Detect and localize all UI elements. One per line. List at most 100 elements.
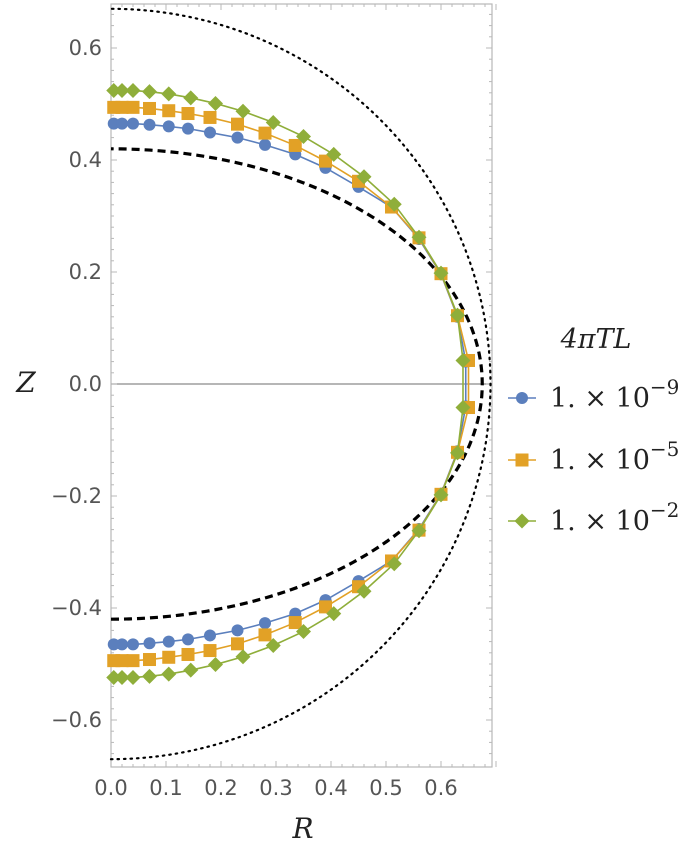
data-point <box>106 669 122 685</box>
data-point <box>162 635 175 648</box>
data-point <box>258 126 272 140</box>
data-point <box>259 617 271 630</box>
data-point <box>450 307 465 323</box>
legend-marker <box>516 392 528 404</box>
data-point <box>231 131 244 144</box>
data-point <box>259 138 271 151</box>
data-point <box>126 100 140 114</box>
data-point <box>127 117 139 130</box>
data-point <box>433 487 449 503</box>
data-point <box>183 662 199 678</box>
data-point <box>319 600 332 614</box>
legend-entry: 1. × 10−5 <box>508 437 679 476</box>
dashed-reference-curve <box>110 147 484 621</box>
data-point <box>288 616 302 630</box>
data-point <box>181 647 195 661</box>
data-point <box>162 650 176 664</box>
data-point <box>455 400 471 416</box>
y-tick-label: −0.2 <box>51 484 102 508</box>
data-point <box>116 638 128 651</box>
data-point <box>125 83 141 99</box>
data-point <box>231 624 244 637</box>
legend-marker <box>515 453 529 467</box>
legend-exponent: −5 <box>650 437 679 461</box>
data-point <box>115 100 129 114</box>
data-point <box>162 104 176 118</box>
x-axis-title: R <box>291 812 313 845</box>
series-line <box>113 106 470 662</box>
data-point <box>143 101 156 115</box>
data-point <box>235 103 251 119</box>
data-point <box>265 114 281 130</box>
legend-entry: 1. × 10−2 <box>508 498 679 537</box>
data-point <box>182 122 194 135</box>
data-point <box>107 117 120 130</box>
data-point <box>161 86 177 102</box>
data-point <box>356 169 372 185</box>
data-point <box>143 637 156 650</box>
data-point <box>208 657 223 673</box>
series-3 <box>106 83 471 685</box>
data-point <box>386 556 402 572</box>
data-point <box>296 128 311 144</box>
series-layer <box>106 83 475 685</box>
legend-title: 4πTL <box>560 324 632 355</box>
legend-label: 1. × 10−2 <box>550 498 679 537</box>
data-point <box>126 654 140 668</box>
dotted-reference-curve <box>109 7 492 761</box>
x-tick-label: 0.5 <box>369 776 402 800</box>
data-point <box>125 669 141 685</box>
data-point <box>107 654 121 668</box>
data-point <box>107 638 120 651</box>
data-point <box>127 638 139 651</box>
data-point <box>204 629 216 642</box>
data-point <box>182 633 194 646</box>
data-point <box>319 154 332 168</box>
legend-label: 1. × 10−5 <box>550 437 679 476</box>
data-point <box>204 126 216 139</box>
data-point <box>265 638 281 654</box>
y-tick-label: 0.6 <box>69 36 102 60</box>
y-tick-label: 0.2 <box>69 260 102 284</box>
y-tick-label: −0.4 <box>51 596 102 620</box>
y-tick-label: 0.4 <box>69 148 102 172</box>
data-point <box>455 352 471 368</box>
series-line <box>113 122 467 646</box>
data-point <box>162 120 175 133</box>
series-line <box>113 89 464 679</box>
data-point <box>326 606 342 622</box>
x-tick-label: 0.4 <box>314 776 347 800</box>
legend-label: 1. × 10−9 <box>550 375 679 414</box>
data-point <box>161 666 177 682</box>
data-point <box>203 644 217 658</box>
data-point <box>181 107 195 121</box>
data-point <box>450 445 465 461</box>
data-point <box>258 628 272 642</box>
data-point <box>231 637 244 651</box>
data-point <box>356 583 372 599</box>
data-point <box>203 110 217 124</box>
data-point <box>288 138 302 152</box>
x-tick-label: 0.0 <box>94 776 127 800</box>
y-axis-title: Z <box>15 366 36 399</box>
reference-curves <box>109 7 492 761</box>
data-point <box>231 117 244 131</box>
data-point <box>142 84 157 100</box>
legend: 4πTL 1. × 10−9 1. × 10−5 1. × 10−2 <box>508 324 679 537</box>
y-tick-label: 0.0 <box>69 372 102 396</box>
data-point <box>326 146 342 162</box>
data-point <box>142 668 157 684</box>
data-point <box>386 196 402 212</box>
legend-entry: 1. × 10−9 <box>508 375 679 414</box>
data-point <box>433 265 449 281</box>
legend-exponent: −9 <box>650 375 679 399</box>
plot-frame <box>110 3 493 768</box>
y-tick-label: −0.6 <box>51 708 102 732</box>
data-point <box>143 118 156 131</box>
data-point <box>235 649 251 665</box>
data-point <box>208 95 223 111</box>
data-point <box>296 624 311 640</box>
x-tick-label: 0.2 <box>204 776 237 800</box>
x-tick-label: 0.1 <box>149 776 182 800</box>
